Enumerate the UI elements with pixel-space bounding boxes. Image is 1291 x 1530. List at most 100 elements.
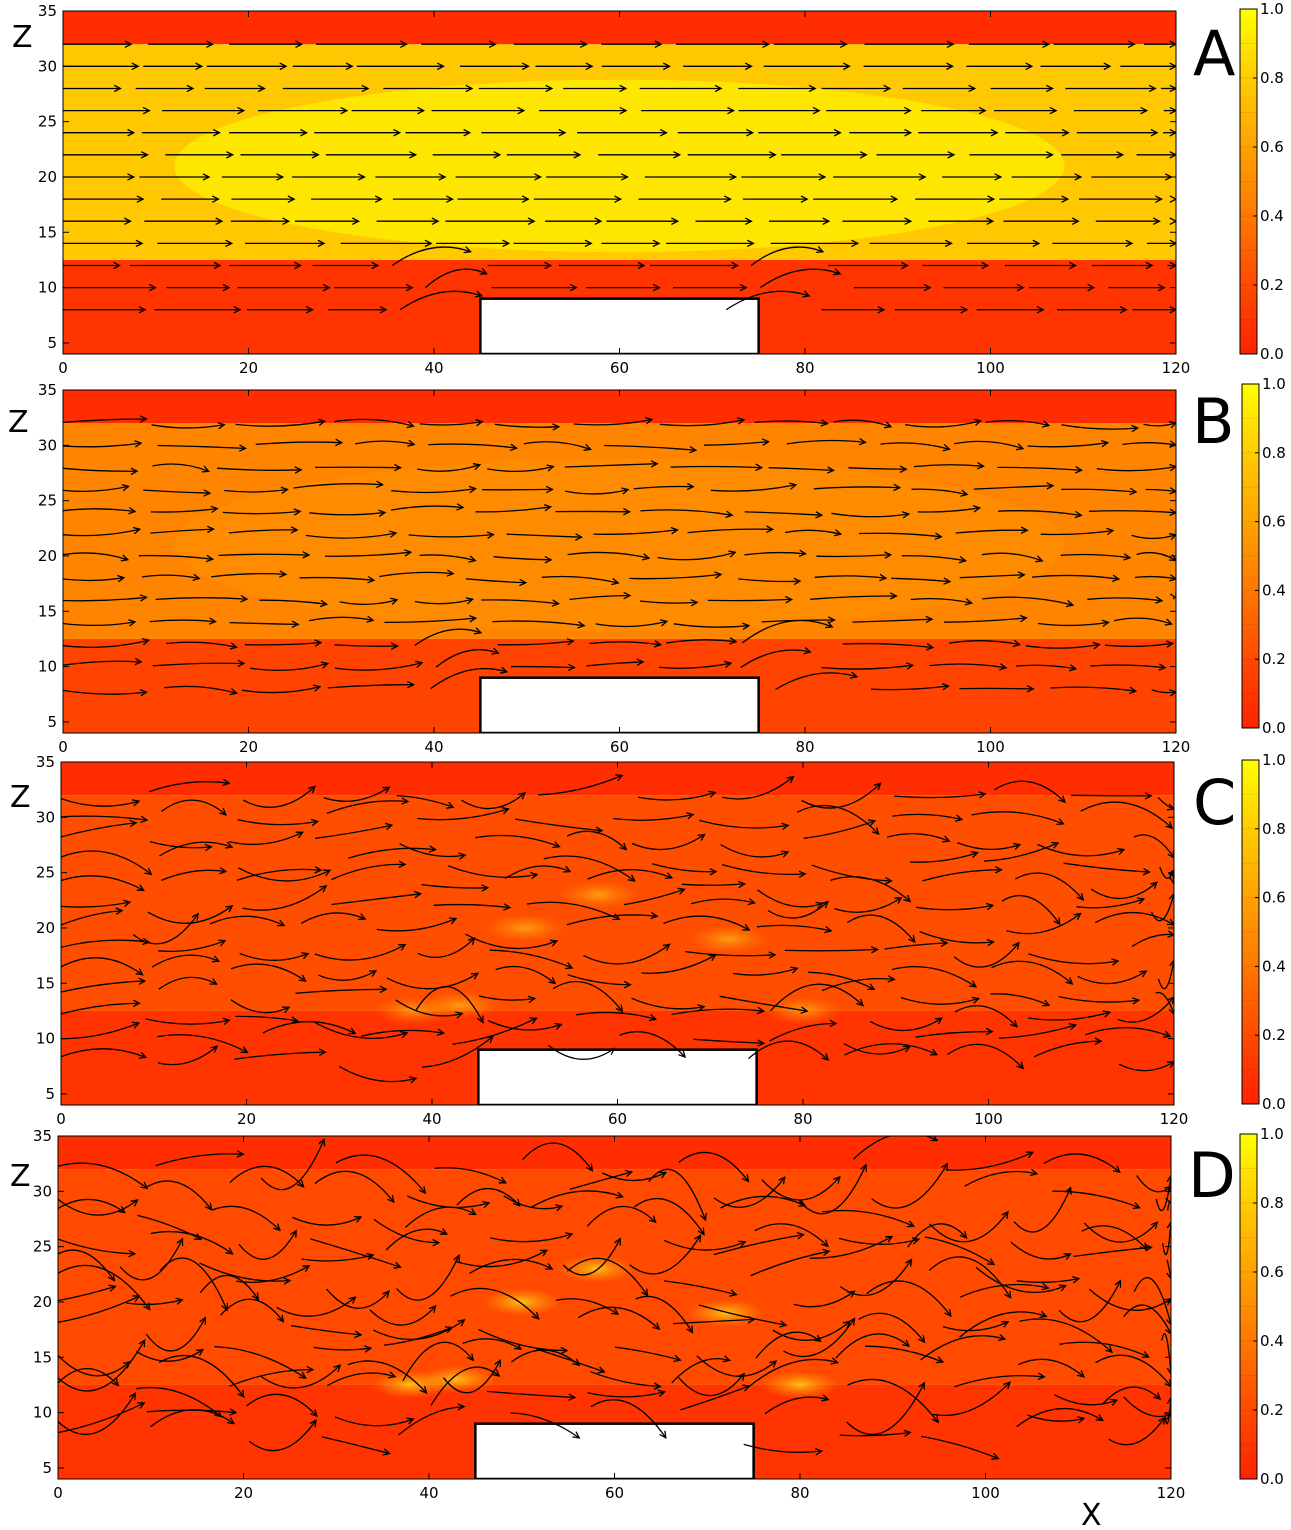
streamline-arrowhead [319, 885, 328, 893]
streamline-arrowhead [766, 525, 775, 533]
streamline-arrowhead [994, 866, 1003, 874]
streamline [478, 1328, 568, 1352]
streamline [633, 1197, 705, 1235]
streamline [1013, 1187, 1072, 1233]
streamline [944, 617, 1027, 623]
streamline-arrowhead [388, 1371, 397, 1379]
streamline-arrowhead [202, 173, 211, 181]
streamline-arrowhead [1015, 443, 1025, 451]
streamline-arrowhead [108, 1284, 117, 1292]
streamline [869, 1017, 943, 1032]
streamline [657, 551, 736, 561]
streamline [417, 464, 481, 472]
streamline-arrowhead [727, 106, 736, 115]
streamline [238, 1230, 297, 1260]
streamline-arrowhead [518, 791, 527, 800]
colorbar [1239, 8, 1258, 355]
streamline-arrowhead [374, 195, 383, 203]
streamline [497, 640, 574, 646]
streamline-arrowhead [296, 1179, 305, 1188]
streamline [848, 467, 907, 470]
streamline-arrowhead [978, 791, 987, 799]
streamline [150, 528, 214, 534]
streamline-arrowhead [1165, 640, 1175, 648]
streamline-arrowhead [829, 1019, 838, 1028]
streamline [595, 620, 667, 628]
streamline [504, 865, 571, 880]
streamline-arrowhead [1164, 618, 1173, 626]
y-tick-label: 35 [38, 381, 57, 399]
streamline-arrowhead [699, 1213, 707, 1222]
streamline [417, 937, 476, 958]
streamline-arrowhead [138, 1051, 148, 1059]
streamline-arrowhead [453, 1253, 460, 1263]
streamline-arrowhead [1111, 574, 1121, 583]
streamline [147, 905, 233, 924]
plot-area [63, 11, 1176, 354]
streamline-arrowhead [149, 283, 157, 292]
streamline [1145, 488, 1176, 493]
streamline-arrowhead [222, 1017, 231, 1026]
streamline [1015, 872, 1084, 901]
streamline-arrowhead [225, 904, 234, 913]
streamline [295, 988, 387, 994]
streamline-arrowhead [368, 970, 378, 977]
streamline-arrowhead [619, 842, 628, 851]
streamline-arrowhead [723, 195, 732, 203]
streamline-arrowhead [923, 283, 932, 292]
streamline [305, 532, 397, 539]
streamline [199, 1262, 291, 1282]
streamline-arrowhead [358, 913, 367, 921]
streamline-arrowhead [999, 663, 1008, 671]
streamline [747, 1358, 838, 1389]
streamline [314, 944, 406, 961]
streamline-arrowhead [839, 40, 848, 48]
streamline [564, 463, 658, 468]
streamline-arrowhead [273, 1223, 281, 1232]
x-tick-label: 60 [610, 738, 629, 756]
streamline [347, 1360, 427, 1394]
streamline-arrowhead [940, 939, 949, 947]
streamline-arrowhead [534, 173, 543, 181]
streamline-arrowhead [393, 1261, 402, 1269]
streamline [721, 863, 806, 876]
streamline-arrowhead [1045, 151, 1054, 159]
streamline-arrowhead [1169, 306, 1176, 314]
streamline [63, 485, 129, 492]
streamline [248, 1419, 317, 1452]
streamline [1040, 529, 1114, 536]
streamline-arrowhead [1165, 1326, 1171, 1335]
streamline [145, 1018, 230, 1025]
streamline-arrowhead [825, 621, 834, 629]
streamline-arrowhead [501, 807, 510, 815]
streamline-arrowhead [1012, 639, 1022, 648]
streamline-arrowhead [354, 1330, 363, 1339]
streamline [954, 1374, 1045, 1388]
streamline-arrowhead [136, 195, 145, 203]
streamline-arrowhead [546, 464, 555, 472]
streamline [450, 1287, 540, 1320]
streamline-arrowhead [826, 466, 836, 474]
streamline-arrowhead [437, 62, 445, 71]
streamline-arrowhead [1025, 1151, 1035, 1159]
streamline-arrowhead [302, 551, 311, 559]
streamline [973, 485, 1054, 490]
streamline-arrowhead [419, 1386, 428, 1394]
x-tick-label: 100 [974, 1110, 1003, 1128]
streamline [681, 883, 745, 886]
streamline [421, 1035, 494, 1068]
streamline [846, 914, 916, 943]
streamline-arrowhead [973, 418, 983, 426]
streamline [871, 1163, 948, 1209]
streamline-arrowhead [1169, 574, 1176, 582]
x-tick-label: 40 [422, 1110, 441, 1128]
streamline-arrowhead [1148, 84, 1157, 93]
streamline [396, 794, 454, 808]
streamline-arrowhead [1119, 306, 1128, 314]
streamline-arrowhead [281, 1006, 291, 1014]
streamline-arrowhead [488, 40, 497, 48]
streamline [891, 577, 951, 583]
streamline [942, 1321, 1009, 1332]
streamline [590, 1371, 661, 1388]
streamline-arrowhead [697, 833, 706, 841]
